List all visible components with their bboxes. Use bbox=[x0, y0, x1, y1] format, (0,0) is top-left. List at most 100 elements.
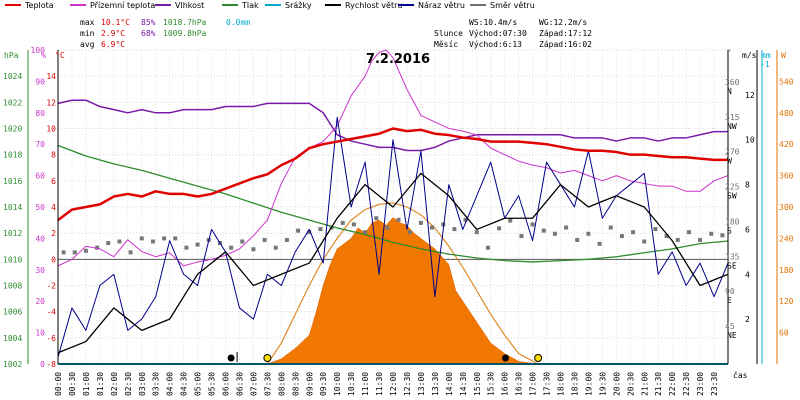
tick-label-hpa: 1004 bbox=[3, 334, 22, 343]
info-moon-rise: Východ:6:13 bbox=[469, 40, 522, 49]
tick-label-ms: 2 bbox=[745, 315, 750, 324]
legend-label: Vlhkost bbox=[175, 1, 204, 10]
wind-direction-point bbox=[83, 248, 88, 253]
tick-label-humidity: 70 bbox=[35, 140, 45, 149]
tick-label-time: 13:30 bbox=[431, 372, 440, 396]
tick-label-time: 11:30 bbox=[375, 372, 384, 396]
series-humidity bbox=[57, 99, 728, 152]
series-theoretical-solar bbox=[266, 202, 539, 365]
wind-direction-point bbox=[229, 245, 234, 250]
wind-direction-point bbox=[150, 239, 155, 244]
tick-label-w: 180 bbox=[779, 266, 794, 275]
tick-label-time: 06:00 bbox=[222, 372, 231, 396]
tick-label-time: 05:30 bbox=[208, 372, 217, 396]
moon-set-marker bbox=[502, 354, 510, 362]
tick-label-hpa: 1016 bbox=[3, 177, 22, 186]
axis-units: hPa % °C ° m/s mm W -1 čas bbox=[4, 48, 786, 380]
wind-direction-point bbox=[418, 220, 423, 225]
info-moon-label: Měsíc bbox=[434, 40, 458, 49]
tick-label-hpa: 1010 bbox=[3, 255, 22, 264]
wind-direction-point bbox=[508, 218, 513, 223]
wind-direction-point bbox=[128, 250, 133, 255]
wind-direction-point bbox=[552, 231, 557, 236]
sun-set-marker bbox=[534, 354, 543, 362]
tick-label-time: 20:00 bbox=[612, 372, 621, 396]
series-pressure bbox=[57, 144, 729, 263]
chart-title: 7.2.2016 bbox=[366, 52, 430, 67]
tick-label-time: 00:00 bbox=[54, 372, 63, 396]
wind-direction-point bbox=[698, 237, 703, 242]
wind-direction-point bbox=[430, 225, 435, 230]
tick-label-time: 20:30 bbox=[626, 372, 635, 396]
tick-label-w: 60 bbox=[779, 329, 789, 338]
wind-direction-point bbox=[709, 231, 714, 236]
wind-direction-point bbox=[61, 250, 66, 255]
tick-label-ms: 8 bbox=[745, 181, 750, 190]
tick-label-hpa: 1022 bbox=[3, 98, 22, 107]
wind-direction-point bbox=[586, 231, 591, 236]
tick-label-time: 18:30 bbox=[570, 372, 579, 396]
wind-direction-point bbox=[686, 230, 691, 235]
wind-direction-point bbox=[72, 250, 77, 255]
tick-label-temp: 8 bbox=[51, 151, 56, 160]
tick-label-time: 23:30 bbox=[710, 372, 719, 396]
info-ws: WS:10.4m/s bbox=[469, 18, 517, 27]
tick-label-time: 19:30 bbox=[598, 372, 607, 396]
wind-direction-point bbox=[173, 236, 178, 241]
series-temperature bbox=[57, 127, 728, 222]
axis-unit-humidity: % bbox=[41, 51, 46, 60]
tick-label-time: 12:00 bbox=[389, 372, 398, 396]
tick-label-time: 15:00 bbox=[473, 372, 482, 396]
tick-label-temp: 6 bbox=[51, 177, 56, 186]
tick-label-direction-name: NE bbox=[727, 331, 737, 340]
tick-label-direction-deg: 90 bbox=[725, 287, 735, 296]
tick-label-temp: -8 bbox=[46, 360, 56, 369]
stat-min-hum: 68% bbox=[141, 29, 156, 38]
tick-label-hpa: 1002 bbox=[3, 360, 22, 369]
tick-label-direction-deg: 360 bbox=[725, 78, 740, 87]
tick-label-temp: 10 bbox=[46, 125, 56, 134]
tick-label-temp: 12 bbox=[46, 98, 56, 107]
legend-label: Přízemní teplota bbox=[90, 1, 155, 10]
axis-unit-direction: ° bbox=[727, 48, 732, 57]
grid bbox=[57, 49, 729, 365]
legend-label: Teplota bbox=[24, 1, 54, 10]
tick-label-time: 07:30 bbox=[263, 372, 272, 396]
tick-label-direction-deg: 225 bbox=[725, 183, 740, 192]
tick-label-humidity: 40 bbox=[35, 234, 45, 243]
wind-direction-point bbox=[664, 234, 669, 239]
tick-label-w: 480 bbox=[779, 109, 794, 118]
tick-label-time: 23:00 bbox=[696, 372, 705, 396]
axis-unit-temp: °C bbox=[55, 51, 65, 60]
legend-label: Srážky bbox=[285, 1, 312, 10]
wind-direction-point bbox=[340, 220, 345, 225]
tick-label-direction-deg: 180 bbox=[725, 217, 740, 226]
wind-direction-point bbox=[296, 228, 301, 233]
wind-direction-point bbox=[162, 236, 167, 241]
wind-direction-point bbox=[675, 237, 680, 242]
wind-direction-point bbox=[407, 230, 412, 235]
wind-direction-point bbox=[117, 239, 122, 244]
series-ground-temperature bbox=[57, 49, 729, 267]
wind-direction-point bbox=[541, 228, 546, 233]
tick-label-time: 09:30 bbox=[319, 372, 328, 396]
wind-direction-point bbox=[284, 237, 289, 242]
wind-direction-point bbox=[363, 230, 368, 235]
axis-unit-ms: m/s bbox=[742, 51, 757, 60]
stat-avg-temp: 6.9°C bbox=[101, 40, 125, 49]
wind-direction-point bbox=[463, 217, 468, 222]
tick-label-direction-name: SW bbox=[727, 192, 737, 201]
tick-label-ms: 6 bbox=[745, 225, 750, 234]
tick-label-time: 11:00 bbox=[361, 372, 370, 396]
tick-label-hpa: 1020 bbox=[3, 125, 22, 134]
wind-direction-point bbox=[474, 230, 479, 235]
wind-direction-point bbox=[139, 236, 144, 241]
tick-label-time: 08:30 bbox=[291, 372, 300, 396]
wind-direction-point bbox=[720, 233, 725, 238]
tick-label-humidity: 90 bbox=[35, 77, 45, 86]
wind-direction-point bbox=[441, 222, 446, 227]
tick-label-direction-name: NW bbox=[727, 122, 737, 131]
tick-label-time: 22:00 bbox=[668, 372, 677, 396]
axis-unit-w: W bbox=[781, 51, 786, 60]
tick-label-time: 02:00 bbox=[110, 372, 119, 396]
